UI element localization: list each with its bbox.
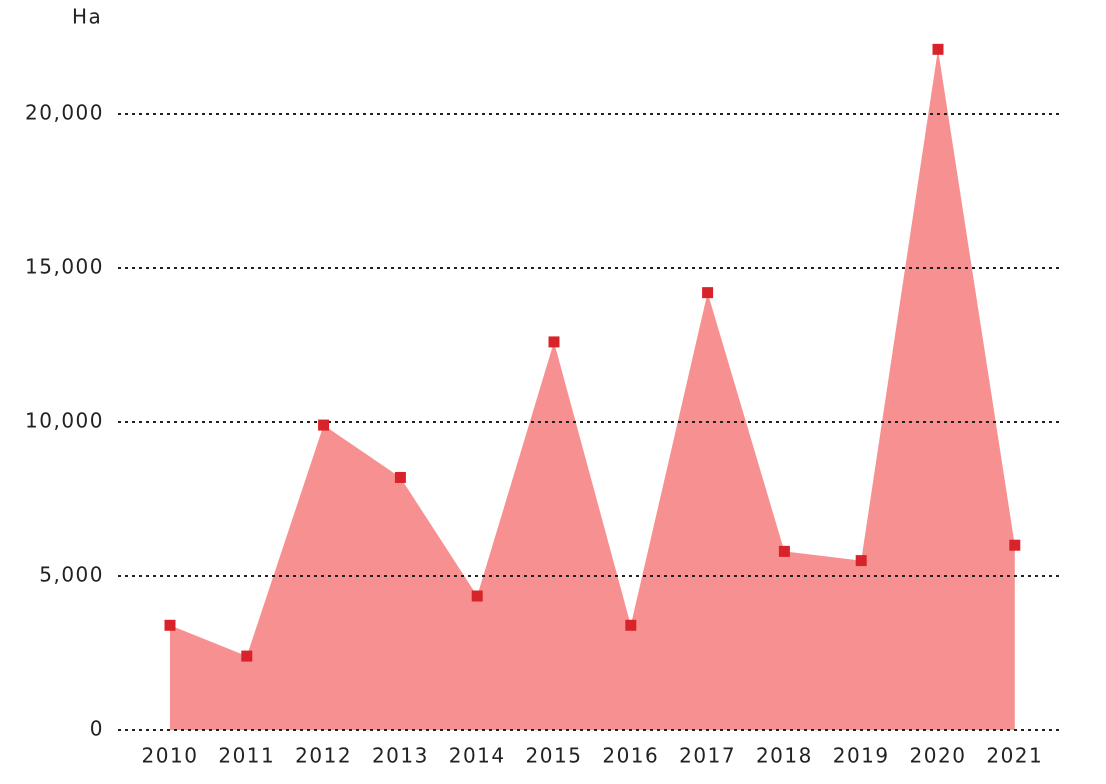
- marker: [318, 419, 330, 431]
- marker: [1009, 539, 1021, 551]
- marker: [241, 650, 253, 662]
- y-tick-label: 10,000: [25, 409, 104, 433]
- x-tick-label: 2016: [602, 744, 659, 768]
- x-tick-label: 2013: [372, 744, 429, 768]
- x-tick-label: 2021: [986, 744, 1043, 768]
- x-tick-label: 2018: [756, 744, 813, 768]
- x-tick-label: 2011: [218, 744, 275, 768]
- x-tick-label: 2020: [910, 744, 967, 768]
- marker: [471, 590, 483, 602]
- x-tick-label: 2010: [142, 744, 199, 768]
- y-axis-label: Ha: [72, 5, 102, 29]
- marker: [702, 287, 714, 299]
- x-tick-label: 2019: [833, 744, 890, 768]
- marker: [932, 43, 944, 55]
- y-tick-label: 15,000: [25, 255, 104, 279]
- marker: [778, 545, 790, 557]
- marker: [855, 555, 867, 567]
- x-tick-label: 2012: [295, 744, 352, 768]
- marker: [394, 471, 406, 483]
- y-tick-label: 20,000: [25, 101, 104, 125]
- x-tick-label: 2014: [449, 744, 506, 768]
- marker: [625, 619, 637, 631]
- x-tick-label: 2015: [526, 744, 583, 768]
- area: [170, 49, 1015, 730]
- x-tick-label: 2017: [679, 744, 736, 768]
- marker: [164, 619, 176, 631]
- y-tick-label: 0: [90, 717, 104, 741]
- y-tick-label: 5,000: [39, 563, 104, 587]
- marker: [548, 336, 560, 348]
